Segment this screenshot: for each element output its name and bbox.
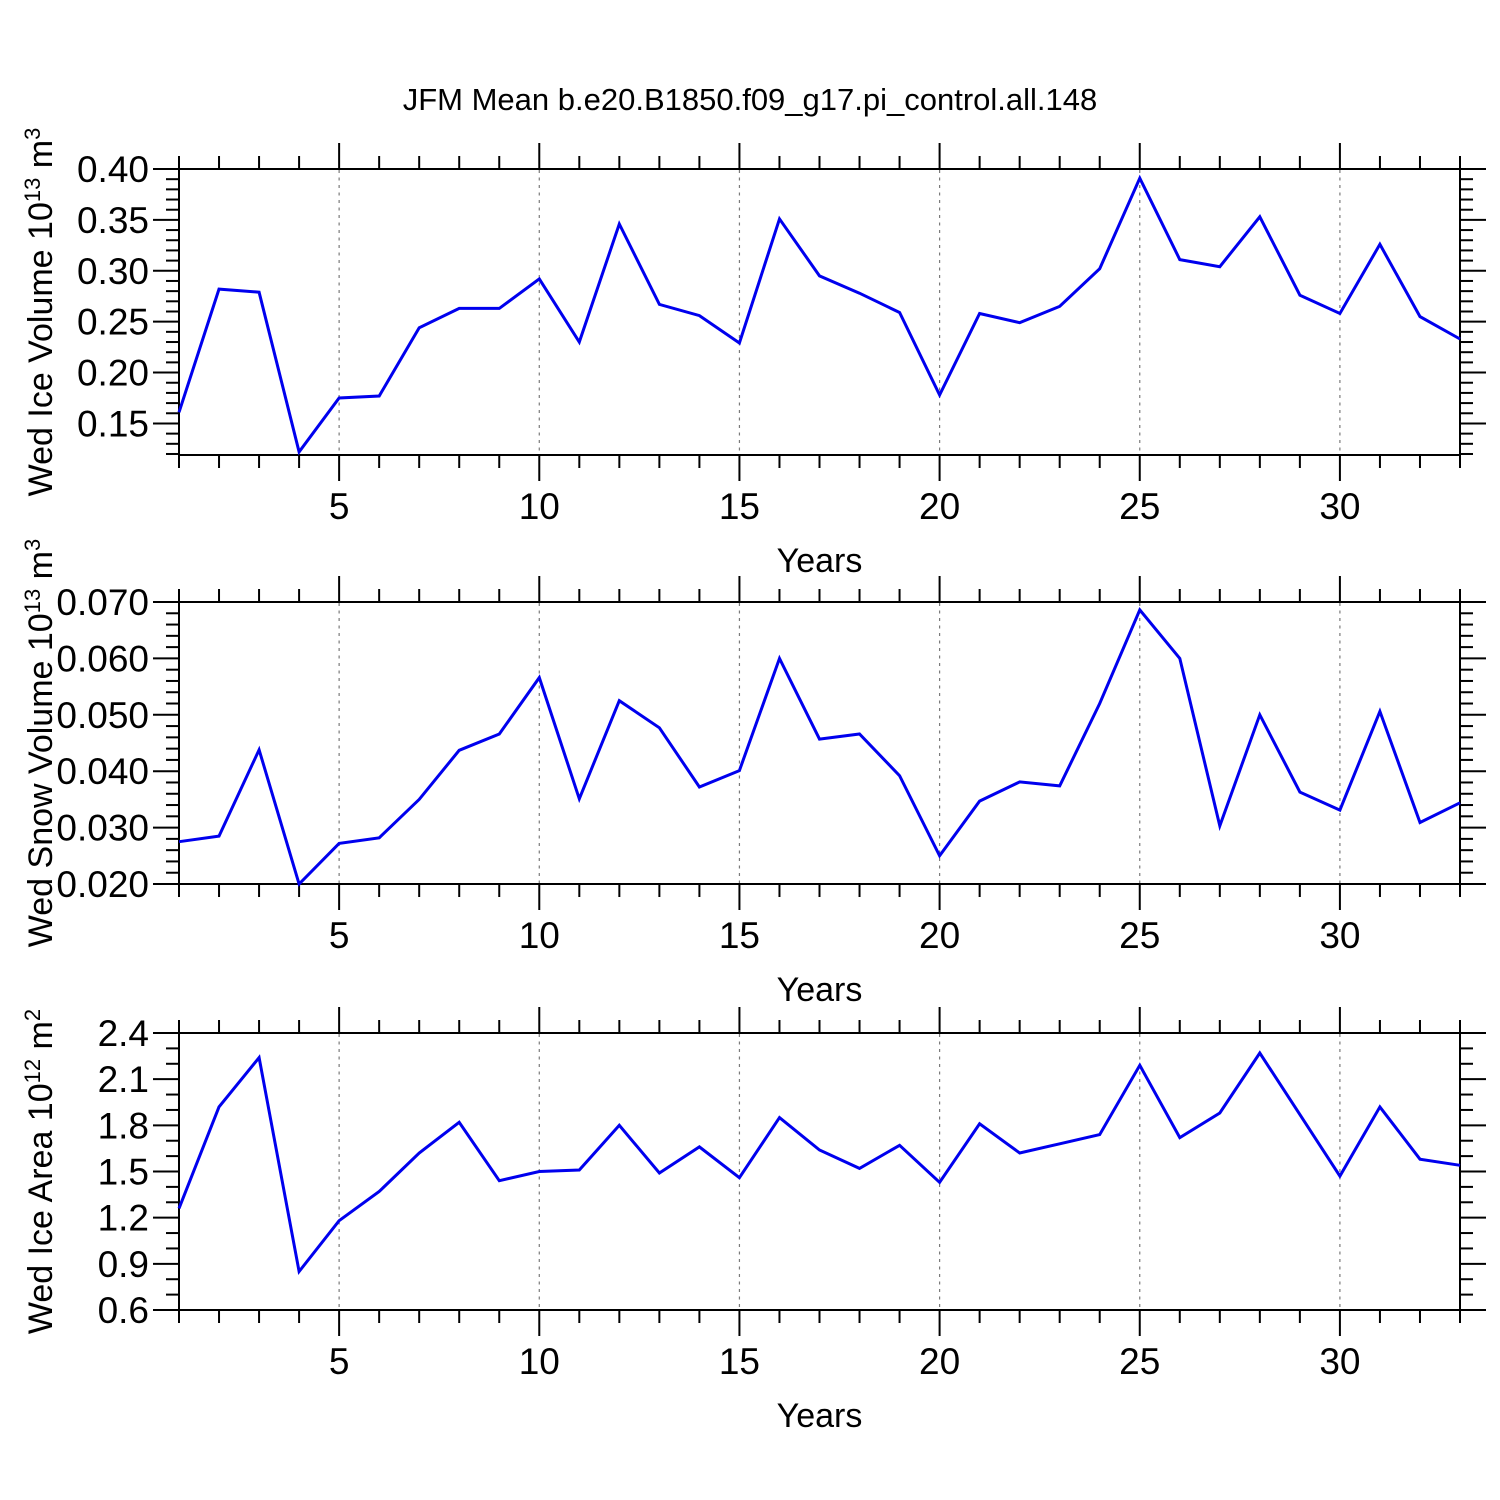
ticks <box>153 1007 1486 1336</box>
ticks <box>153 576 1486 910</box>
y-tick-labels: 0.6 0.9 1.2 1.5 1.8 2.1 2.4 <box>98 1013 149 1331</box>
axis-frame <box>178 168 1461 456</box>
y-tick-label: 0.15 <box>77 403 149 444</box>
gridlines <box>338 1034 1341 1309</box>
x-tick-label: 15 <box>719 1341 760 1382</box>
y-tick-label: 0.040 <box>56 751 149 792</box>
y-tick-label: 0.9 <box>98 1244 149 1285</box>
x-tick-label: 30 <box>1319 486 1360 527</box>
y-axis-title: Wed Ice Volume 1013 m3 <box>20 128 60 497</box>
x-tick-label: 30 <box>1319 915 1360 956</box>
x-tick-label: 20 <box>919 915 960 956</box>
y-tick-label: 0.020 <box>56 864 149 905</box>
x-tick-label: 5 <box>329 1341 350 1382</box>
x-tick-label: 20 <box>919 486 960 527</box>
x-tick-label: 10 <box>519 486 560 527</box>
y-tick-label: 0.20 <box>77 353 149 394</box>
ticks <box>153 143 1486 481</box>
x-tick-label: 10 <box>519 1341 560 1382</box>
y-tick-label: 0.40 <box>77 149 149 190</box>
panel-2: 0.020 0.030 0.040 0.050 0.060 0.070 5 10 15 20 25 3… <box>20 539 1486 1009</box>
figure-title: JFM Mean b.e20.B1850.f09_g17.pi_control.… <box>402 82 1098 117</box>
y-tick-label: 1.2 <box>98 1198 149 1239</box>
x-tick-label: 25 <box>1119 915 1160 956</box>
gridlines <box>338 170 1341 454</box>
y-axis-title: Wed Ice Area 1012 m2 <box>20 1009 60 1334</box>
x-tick-labels: 5 10 15 20 25 30 <box>329 486 1361 527</box>
y-tick-label: 0.060 <box>56 638 149 679</box>
x-tick-label: 5 <box>329 915 350 956</box>
y-tick-label: 1.5 <box>98 1152 149 1193</box>
y-tick-label: 0.050 <box>56 695 149 736</box>
y-tick-label: 2.4 <box>98 1013 149 1054</box>
x-axis-title: Years <box>777 971 863 1009</box>
x-tick-label: 10 <box>519 915 560 956</box>
x-axis-title: Years <box>777 542 863 580</box>
y-tick-label: 1.8 <box>98 1105 149 1146</box>
x-axis-title: Years <box>777 1397 863 1435</box>
y-tick-label: 0.030 <box>56 808 149 849</box>
x-tick-label: 5 <box>329 486 350 527</box>
series-line <box>177 1050 1461 1276</box>
y-tick-label: 2.1 <box>98 1059 149 1100</box>
x-tick-labels: 5 10 15 20 25 30 <box>329 1341 1361 1382</box>
x-tick-label: 25 <box>1119 486 1160 527</box>
y-tick-label: 0.6 <box>98 1290 149 1331</box>
panel-1: 0.15 0.20 0.25 0.30 0.35 0.40 5 10 15 20 25 30 Years… <box>20 128 1486 580</box>
x-tick-label: 30 <box>1319 1341 1360 1382</box>
series-line <box>177 174 1461 456</box>
x-tick-label: 25 <box>1119 1341 1160 1382</box>
panel-3: 0.6 0.9 1.2 1.5 1.8 2.1 2.4 5 10 15 20 25 30 Years Wed… <box>20 1007 1486 1435</box>
x-tick-labels: 5 10 15 20 25 30 <box>329 915 1361 956</box>
y-tick-label: 0.25 <box>77 302 149 343</box>
y-tick-label: 0.30 <box>77 251 149 292</box>
x-tick-label: 15 <box>719 915 760 956</box>
y-tick-label: 0.35 <box>77 200 149 241</box>
y-tick-labels: 0.15 0.20 0.25 0.30 0.35 0.40 <box>77 149 149 444</box>
y-tick-labels: 0.020 0.030 0.040 0.050 0.060 0.070 <box>56 582 149 905</box>
gridlines <box>338 603 1341 883</box>
x-tick-label: 20 <box>919 1341 960 1382</box>
axis-frame <box>178 601 1461 885</box>
axis-frame <box>178 1032 1461 1311</box>
series-line <box>178 607 1461 887</box>
y-axis-title: Wed Snow Volume 1013 m3 <box>20 539 60 947</box>
x-tick-label: 15 <box>719 486 760 527</box>
y-tick-label: 0.070 <box>56 582 149 623</box>
